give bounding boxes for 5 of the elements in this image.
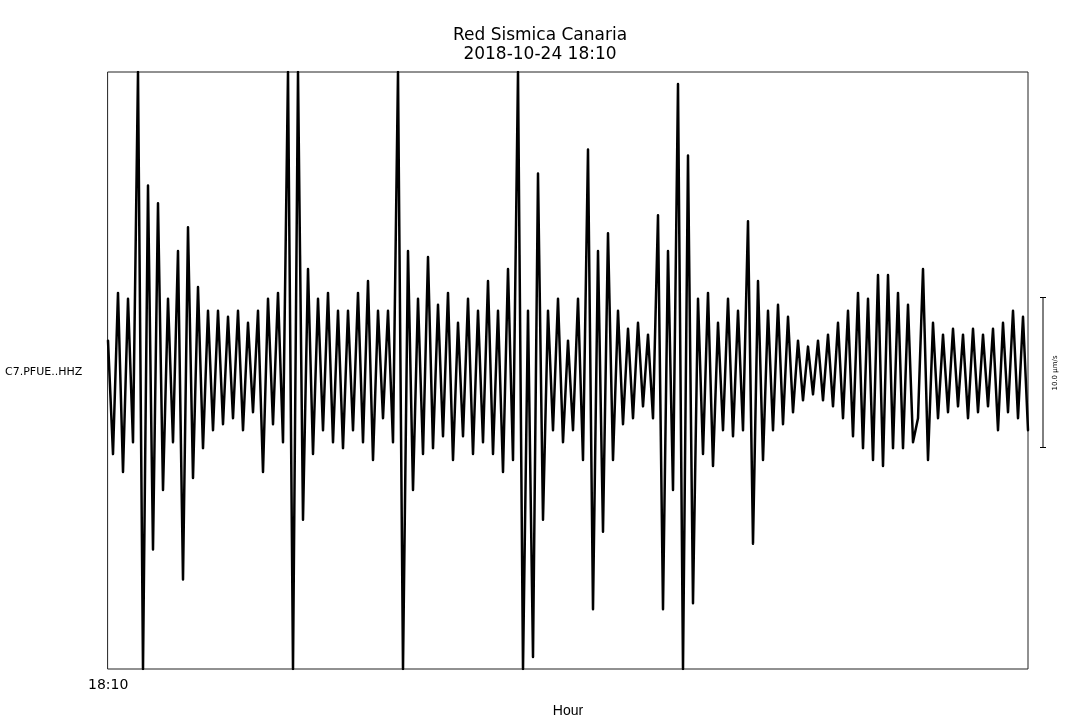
text: 18:10 xyxy=(88,676,129,692)
chart-title: Red Sismica Canaria xyxy=(452,23,628,44)
y-axis-title: C7.PFUE..HHZ xyxy=(5,365,83,378)
x-axis-title: Hour xyxy=(552,702,584,718)
chart-subtitle: 2018-10-24 18:10 xyxy=(463,42,617,63)
